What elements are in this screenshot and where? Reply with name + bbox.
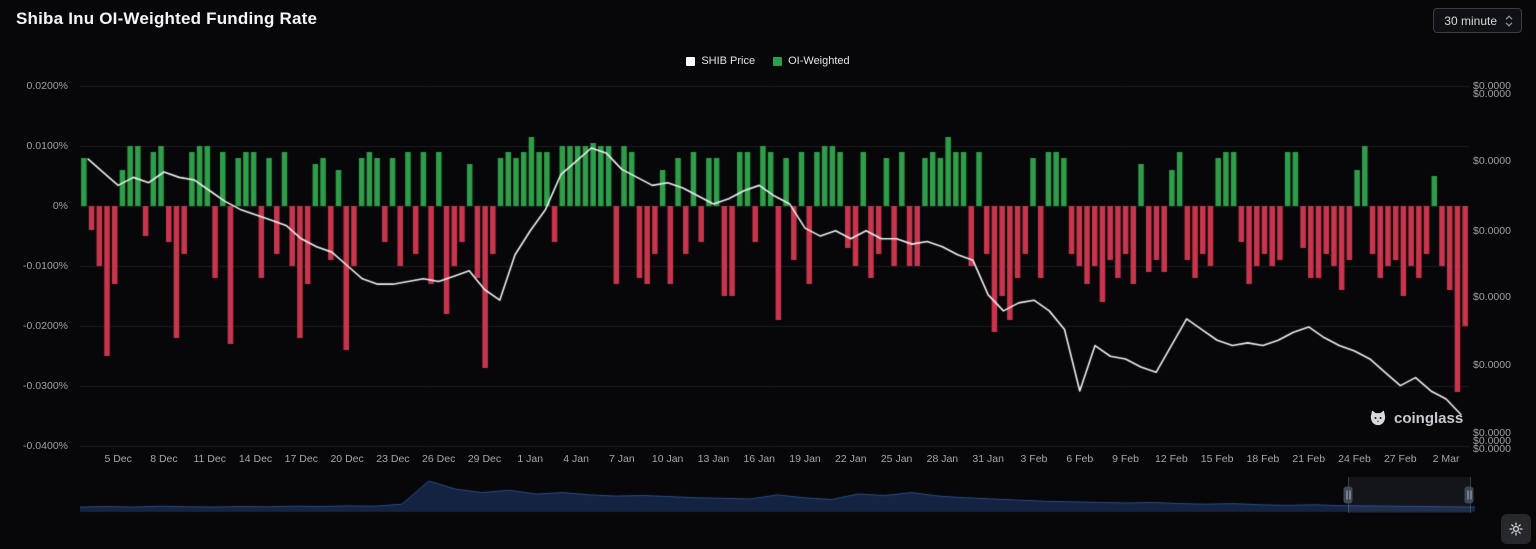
y-axis-label: -0.0300% [23, 380, 68, 392]
settings-button[interactable] [1501, 514, 1531, 544]
price-axis-label: $0.0000 [1473, 291, 1511, 303]
x-axis-label: 31 Jan [972, 453, 1004, 465]
x-axis-label: 12 Feb [1154, 453, 1188, 465]
oi-weighted-swatch [773, 56, 783, 66]
x-axis-label: 8 Dec [150, 453, 178, 465]
x-axis-label: 13 Jan [697, 453, 730, 465]
price-axis-label: $0.0000 [1473, 88, 1511, 100]
navigator-canvas[interactable] [80, 477, 1475, 513]
x-axis-label: 20 Dec [330, 453, 364, 465]
x-axis-label: 1 Jan [517, 453, 544, 465]
price-axis-label: $0.0000 [1473, 155, 1511, 167]
page-title: Shiba Inu OI-Weighted Funding Rate [16, 9, 318, 28]
x-axis-label: 5 Dec [104, 453, 132, 465]
x-axis-label: 26 Dec [422, 453, 456, 465]
y-axis-label: -0.0400% [23, 440, 68, 452]
x-axis-label: 19 Jan [789, 453, 821, 465]
price-axis-label: $0.0000 [1473, 80, 1511, 92]
right-axis: $0.0000 $0.0000 $0.0000 $0.0000 $0.0000 $0.00… [1473, 0, 1535, 480]
x-axis-label: 18 Feb [1246, 453, 1280, 465]
x-axis-label: 7 Jan [609, 453, 635, 465]
x-axis-label: 15 Feb [1200, 453, 1234, 465]
x-axis-label: 21 Feb [1292, 453, 1326, 465]
y-axis-label: 0.0100% [26, 140, 68, 152]
navigator-selected-region[interactable] [1348, 477, 1472, 513]
x-axis-label: 28 Jan [926, 453, 959, 465]
x-axis-label: 9 Feb [1112, 453, 1139, 465]
x-axis-label: 24 Feb [1338, 453, 1371, 465]
x-axis-label: 22 Jan [835, 453, 867, 465]
x-axis-label: 2 Mar [1432, 453, 1460, 465]
y-axis-label: -0.0100% [23, 260, 68, 272]
interval-select[interactable]: 30 minute [1433, 8, 1522, 33]
x-axis-label: 10 Jan [651, 453, 684, 465]
x-axis-label: 4 Jan [563, 453, 589, 465]
x-axis-label: 27 Feb [1383, 453, 1417, 465]
price-axis-label: $0.0000 [1473, 225, 1511, 237]
coinglass-logo-icon [1368, 408, 1388, 428]
price-axis-label: $0.0000 [1473, 359, 1511, 371]
chart-legend: SHIB Price OI-Weighted [0, 55, 1536, 67]
legend-item-oi-weighted[interactable]: OI-Weighted [773, 55, 850, 67]
x-axis-label: 14 Dec [238, 453, 273, 465]
x-axis-label: 11 Dec [193, 453, 226, 465]
x-axis-label: 23 Dec [376, 453, 410, 465]
shib-price-swatch [686, 56, 696, 66]
price-axis-label: $0.0000 [1473, 427, 1511, 439]
navigator-handle-right[interactable] [1464, 486, 1474, 504]
x-axis-label: 16 Jan [743, 453, 775, 465]
x-axis-label: 3 Feb [1020, 453, 1048, 465]
y-axis-label: 0.0200% [26, 80, 68, 92]
coinglass-watermark: coinglass [1368, 408, 1463, 428]
legend-label: SHIB Price [701, 55, 756, 67]
legend-item-shib-price[interactable]: SHIB Price [686, 55, 755, 67]
navigator[interactable] [80, 477, 1475, 513]
x-axis-label: 6 Feb [1066, 453, 1094, 465]
stepper-arrows-icon[interactable] [1505, 14, 1513, 28]
gear-icon [1507, 520, 1525, 538]
x-axis-label: 29 Dec [467, 453, 502, 465]
price-axis-label: $0.0000 [1473, 443, 1511, 455]
legend-label: OI-Weighted [788, 55, 850, 67]
y-axis-label: 0% [52, 200, 68, 212]
interval-select-value: 30 minute [1444, 13, 1497, 28]
navigator-handle-left[interactable] [1343, 486, 1353, 504]
price-axis-label: $0.0000 [1473, 435, 1511, 447]
funding-rate-chart-canvas[interactable] [80, 80, 1469, 452]
x-axis: 5 Dec 8 Dec 11 Dec 14 Dec 17 Dec 20 Dec 23 Dec… [80, 453, 1469, 469]
left-axis: 0.0200% 0.0100% 0% -0.0100% -0.0200% -0.0300%… [0, 0, 74, 480]
x-axis-label: 25 Jan [880, 453, 913, 465]
watermark-text: coinglass [1394, 409, 1464, 427]
y-axis-label: -0.0200% [23, 320, 68, 332]
x-axis-label: 17 Dec [284, 453, 318, 465]
